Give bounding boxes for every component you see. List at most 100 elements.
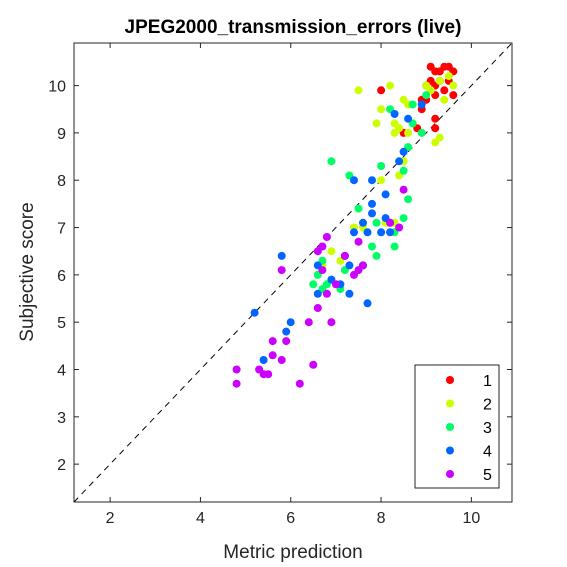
data-point-series-2-1 — [435, 76, 444, 85]
legend-label-5: 5 — [483, 467, 492, 484]
legend-marker-2 — [446, 399, 454, 408]
y-tick-label-4: 4 — [57, 363, 66, 380]
data-point-series-5-0 — [399, 185, 408, 194]
x-tick-label-4: 4 — [196, 510, 205, 527]
legend-label-3: 3 — [483, 420, 492, 437]
data-point-series-5-17 — [327, 318, 336, 327]
data-point-series-1-5 — [431, 67, 440, 76]
y-axis-label: Subjective score — [17, 202, 38, 341]
data-point-series-5-27 — [232, 379, 241, 388]
data-point-series-4-9 — [368, 209, 376, 218]
data-point-series-5-28 — [295, 379, 304, 388]
x-tick-label-8: 8 — [377, 510, 386, 527]
data-point-series-5-9 — [318, 266, 327, 275]
data-point-series-3-4 — [417, 128, 426, 137]
data-point-series-2-7 — [354, 86, 363, 95]
y-tick-label-5: 5 — [57, 315, 66, 332]
data-point-series-3-8 — [327, 157, 336, 166]
data-point-series-4-15 — [386, 228, 395, 237]
data-point-series-5-3 — [354, 237, 363, 246]
data-point-series-2-11 — [372, 119, 381, 128]
data-point-series-3-10 — [404, 195, 413, 204]
data-point-series-5-26 — [232, 365, 241, 374]
data-point-series-4-29 — [259, 356, 268, 364]
data-point-series-3-16 — [368, 242, 376, 251]
data-point-series-4-7 — [381, 190, 390, 199]
legend-box — [414, 364, 500, 489]
y-tick-label-3: 3 — [57, 410, 66, 427]
legend-label-1: 1 — [483, 373, 492, 390]
data-point-series-4-2 — [404, 114, 413, 123]
data-point-series-2-2 — [449, 81, 458, 90]
data-point-series-5-16 — [313, 304, 322, 312]
data-point-series-2-10 — [377, 105, 386, 114]
x-axis-label: Metric prediction — [223, 542, 362, 563]
legend: 1 2 3 4 5 — [414, 364, 500, 489]
data-point-series-3-22 — [309, 280, 318, 289]
data-point-series-2-6 — [440, 95, 449, 104]
data-point-series-5-6 — [340, 251, 349, 260]
data-point-series-2-17 — [435, 133, 444, 142]
legend-label-4: 4 — [483, 444, 492, 461]
data-point-series-5-13 — [331, 280, 340, 289]
data-point-series-4-14 — [377, 228, 386, 237]
data-point-series-4-3 — [395, 157, 404, 166]
x-tick-label-6: 6 — [286, 510, 295, 527]
y-tick-label-2: 2 — [57, 457, 66, 474]
data-point-series-4-1 — [417, 100, 426, 109]
data-point-series-4-28 — [250, 308, 259, 317]
data-point-series-4-5 — [350, 176, 358, 185]
data-point-series-4-0 — [390, 110, 399, 118]
data-point-series-5-7 — [313, 247, 322, 256]
data-point-series-5-21 — [277, 356, 286, 364]
y-tick-label-9: 9 — [57, 126, 66, 143]
data-point-series-5-15 — [304, 318, 313, 327]
data-point-series-5-24 — [264, 370, 273, 379]
y-tick-label-6: 6 — [57, 268, 66, 285]
data-point-series-4-26 — [286, 318, 295, 327]
data-point-series-4-27 — [282, 327, 291, 336]
data-point-series-3-11 — [399, 214, 408, 223]
data-point-series-3-17 — [390, 242, 399, 251]
data-point-series-5-20 — [268, 351, 277, 360]
y-tick-label-8: 8 — [57, 173, 66, 190]
series-5 — [232, 185, 408, 388]
data-point-series-1-17 — [431, 114, 440, 123]
y-tick-label-10: 10 — [48, 79, 66, 96]
data-point-series-3-6 — [377, 162, 386, 170]
data-point-series-5-18 — [268, 337, 277, 346]
data-point-series-4-11 — [359, 218, 367, 227]
data-point-series-4-8 — [368, 199, 376, 208]
data-point-series-1-11 — [440, 86, 449, 95]
y-tick-label-7: 7 — [57, 221, 66, 238]
data-point-series-4-17 — [345, 261, 354, 270]
data-point-series-1-20 — [431, 124, 440, 133]
data-point-series-5-1 — [386, 218, 395, 227]
data-point-series-4-19 — [277, 251, 286, 260]
legend-marker-1 — [446, 376, 454, 384]
data-point-series-4-13 — [363, 228, 372, 237]
data-point-series-3-18 — [372, 251, 381, 260]
data-point-series-2-15 — [404, 128, 413, 137]
legend-marker-4 — [446, 446, 454, 455]
legend-marker-3 — [446, 423, 454, 431]
data-point-series-3-14 — [354, 204, 363, 213]
data-point-series-2-4 — [386, 81, 395, 90]
axes-layer — [73, 42, 513, 503]
data-point-series-3-9 — [399, 166, 408, 175]
legend-label-2: 2 — [483, 397, 492, 414]
ticks-layer: 2 4 6 8 10 2 3 4 5 6 7 8 9 10 — [48, 43, 512, 527]
data-point-series-5-8 — [277, 266, 286, 275]
data-point-series-2-26 — [327, 247, 336, 256]
data-point-series-4-24 — [345, 289, 354, 298]
data-point-series-2-14 — [390, 128, 399, 137]
data-point-series-2-0 — [444, 72, 453, 81]
legend-marker-5 — [446, 470, 454, 478]
data-point-series-5-14 — [322, 289, 331, 298]
chart-title: JPEG2000_transmission_errors (live) — [125, 17, 462, 38]
axes-frame — [73, 42, 513, 503]
x-tick-label-10: 10 — [462, 510, 480, 527]
data-point-series-3-0 — [422, 91, 431, 100]
x-tick-label-2: 2 — [106, 510, 115, 527]
